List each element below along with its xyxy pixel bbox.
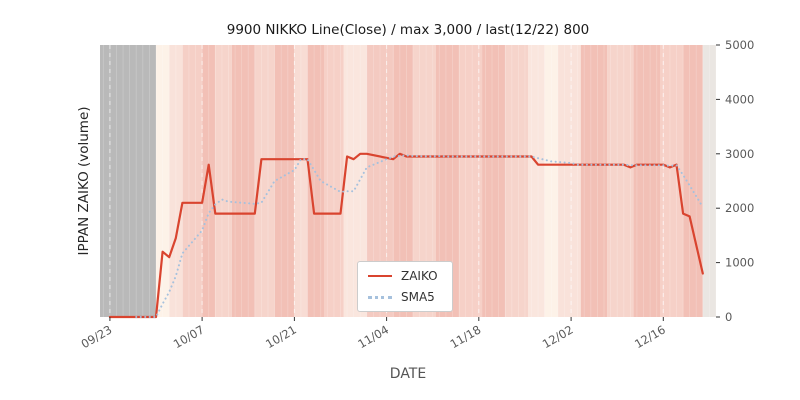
background-band [660,45,684,317]
legend-label-sma5: SMA5 [401,290,435,304]
background-band [607,45,634,317]
background-band [393,45,413,317]
background-band [202,45,216,317]
background-band [307,45,324,317]
sma5-line-sample [368,295,392,299]
background-band [215,45,232,317]
legend-item-zaiko: ZAIKO [368,269,438,283]
background-band [294,45,308,317]
background-band [412,45,436,317]
y-tick-label: 2000 [725,201,754,215]
y-axis-label: IPPAN ZAIKO (volume) [76,106,92,256]
background-band [702,45,716,317]
background-band [580,45,608,317]
y-tick-label: 0 [725,310,732,324]
x-tick-label: 09/23 [79,322,115,351]
background-band [436,45,460,317]
background-band [324,45,344,317]
background-band [254,45,275,317]
x-tick-label: 12/02 [540,322,576,351]
background-band [544,45,558,317]
y-tick-label: 4000 [725,92,754,106]
x-tick-label: 10/07 [171,322,207,351]
x-tick-label: 11/04 [355,322,391,351]
background-band [528,45,545,317]
x-tick-label: 11/18 [448,322,484,351]
background-band [182,45,203,317]
legend-item-sma5: SMA5 [368,290,438,304]
background-band [557,45,581,317]
background-band [505,45,529,317]
background-band [274,45,295,317]
legend: ZAIKO SMA5 [357,261,453,312]
background-band [633,45,660,317]
background-band [231,45,255,317]
background-band [482,45,506,317]
zaiko-line-sample [368,275,392,277]
chart-title: 9900 NIKKO Line(Close) / max 3,000 / las… [226,22,590,38]
y-tick-label: 1000 [725,256,754,270]
y-tick-label: 3000 [725,147,754,161]
background-band [156,45,170,317]
background-band [343,45,367,317]
background-band [100,45,156,317]
x-axis-label: DATE [389,366,427,382]
y-tick-label: 5000 [725,38,754,52]
legend-label-zaiko: ZAIKO [401,269,438,283]
background-band [459,45,483,317]
sma5-line [135,154,704,318]
x-tick-label: 12/16 [632,322,668,351]
x-tick-label: 10/21 [263,322,299,351]
zaiko-line [108,152,704,319]
